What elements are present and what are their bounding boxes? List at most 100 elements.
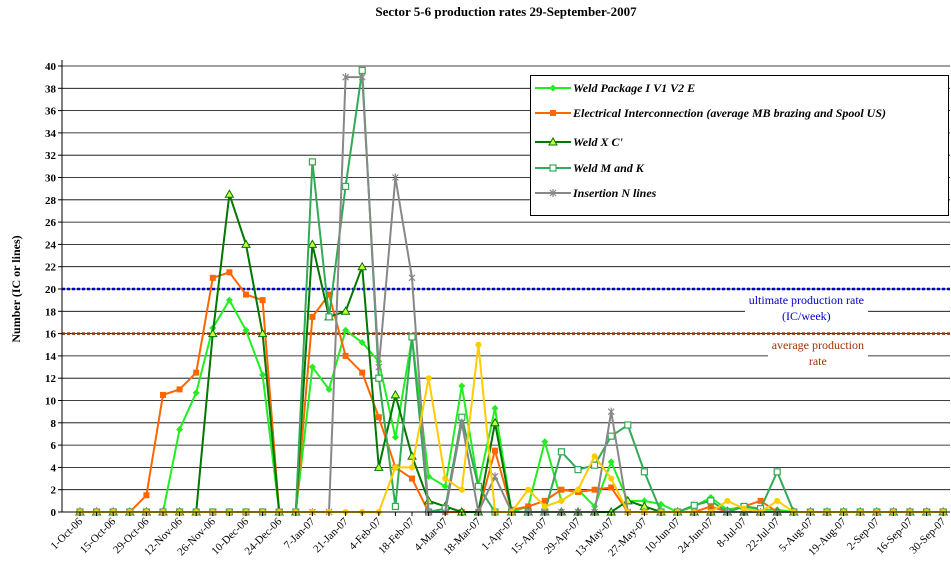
reference-label: ultimate production rate (IC/week) [744, 292, 868, 324]
marker [607, 432, 615, 440]
y-tick-label: 30 [45, 173, 57, 185]
marker [690, 501, 698, 509]
marker [640, 497, 648, 505]
y-tick-label: 32 [45, 150, 57, 162]
marker [549, 189, 557, 197]
legend-swatch [535, 136, 571, 146]
marker [773, 468, 781, 476]
marker [491, 472, 499, 481]
marker [308, 158, 316, 166]
marker [375, 363, 383, 372]
y-tick-label: 6 [51, 440, 57, 452]
y-tick-label: 18 [45, 306, 57, 318]
marker [326, 291, 332, 298]
marker [309, 313, 316, 320]
marker [342, 352, 349, 359]
marker [490, 417, 500, 427]
marker [458, 486, 465, 493]
marker [391, 173, 399, 182]
y-tick-label: 34 [45, 128, 57, 140]
marker [375, 374, 383, 382]
reference-label-line: rate [808, 353, 827, 368]
marker [640, 468, 649, 476]
marker [548, 136, 558, 146]
marker [325, 385, 333, 393]
marker [574, 466, 582, 474]
marker [259, 297, 266, 304]
y-tick-label: 20 [45, 284, 57, 296]
marker [392, 464, 399, 471]
y-tick-label: 0 [51, 507, 57, 519]
reference-label-line: ultimate production rate [748, 293, 864, 307]
legend-label: Weld Package I V1 V2 E [573, 81, 696, 95]
marker [608, 475, 615, 482]
marker [525, 486, 532, 493]
marker [257, 328, 268, 338]
x-tick-label: 24-Dec-06 [243, 515, 285, 557]
marker [391, 502, 399, 511]
marker [357, 261, 368, 271]
legend-swatch [535, 189, 571, 197]
marker [475, 341, 482, 348]
marker [724, 497, 731, 504]
legend-label: Weld X C' [573, 135, 623, 149]
marker [707, 497, 715, 505]
marker [243, 291, 249, 298]
marker [458, 418, 466, 427]
y-tick-label: 8 [51, 418, 57, 430]
marker [375, 414, 382, 421]
marker [558, 497, 565, 504]
marker [342, 326, 350, 334]
marker [590, 461, 599, 469]
marker [549, 164, 557, 172]
y-tick-label: 22 [45, 262, 57, 274]
marker [558, 486, 565, 493]
y-tick-label: 26 [45, 217, 57, 229]
marker [492, 447, 498, 454]
marker [342, 73, 350, 82]
marker [241, 239, 251, 248]
marker [307, 239, 318, 248]
marker [550, 110, 556, 116]
marker [225, 296, 233, 304]
legend-swatch [535, 110, 571, 116]
y-tick-label: 28 [45, 195, 57, 207]
marker [591, 486, 598, 493]
marker [474, 482, 482, 490]
x-tick-label: 24-Jun-07 [676, 515, 716, 555]
marker [757, 497, 764, 504]
marker [575, 486, 581, 493]
chart-title: Sector 5-6 production rates 29-September… [375, 4, 637, 19]
legend-swatch [535, 213, 571, 216]
reference-label-line: (IC/week) [782, 309, 831, 323]
marker [160, 391, 166, 398]
y-tick-label: 2 [51, 485, 57, 497]
y-tick-label: 10 [45, 396, 57, 408]
marker [441, 482, 449, 490]
marker [340, 306, 351, 315]
marker [541, 438, 549, 446]
legend-label: Insertion N lines [573, 186, 657, 200]
marker [226, 269, 233, 276]
marker [176, 425, 184, 433]
marker [193, 369, 200, 376]
series-line [80, 298, 944, 514]
marker [491, 404, 499, 412]
marker [224, 189, 235, 198]
y-tick-label: 4 [51, 462, 57, 474]
marker [549, 84, 557, 92]
marker [209, 274, 216, 281]
legend: Weld Package I V1 V2 E Electrical Interco… [530, 75, 949, 216]
marker [557, 448, 566, 456]
marker [741, 505, 747, 512]
marker [707, 503, 714, 510]
marker [390, 389, 401, 399]
marker [541, 497, 548, 504]
marker [207, 328, 218, 338]
reference-label: average production rate [767, 336, 868, 369]
y-tick-label: 16 [45, 329, 57, 341]
marker [774, 497, 781, 504]
marker [176, 386, 183, 393]
marker [342, 182, 350, 191]
